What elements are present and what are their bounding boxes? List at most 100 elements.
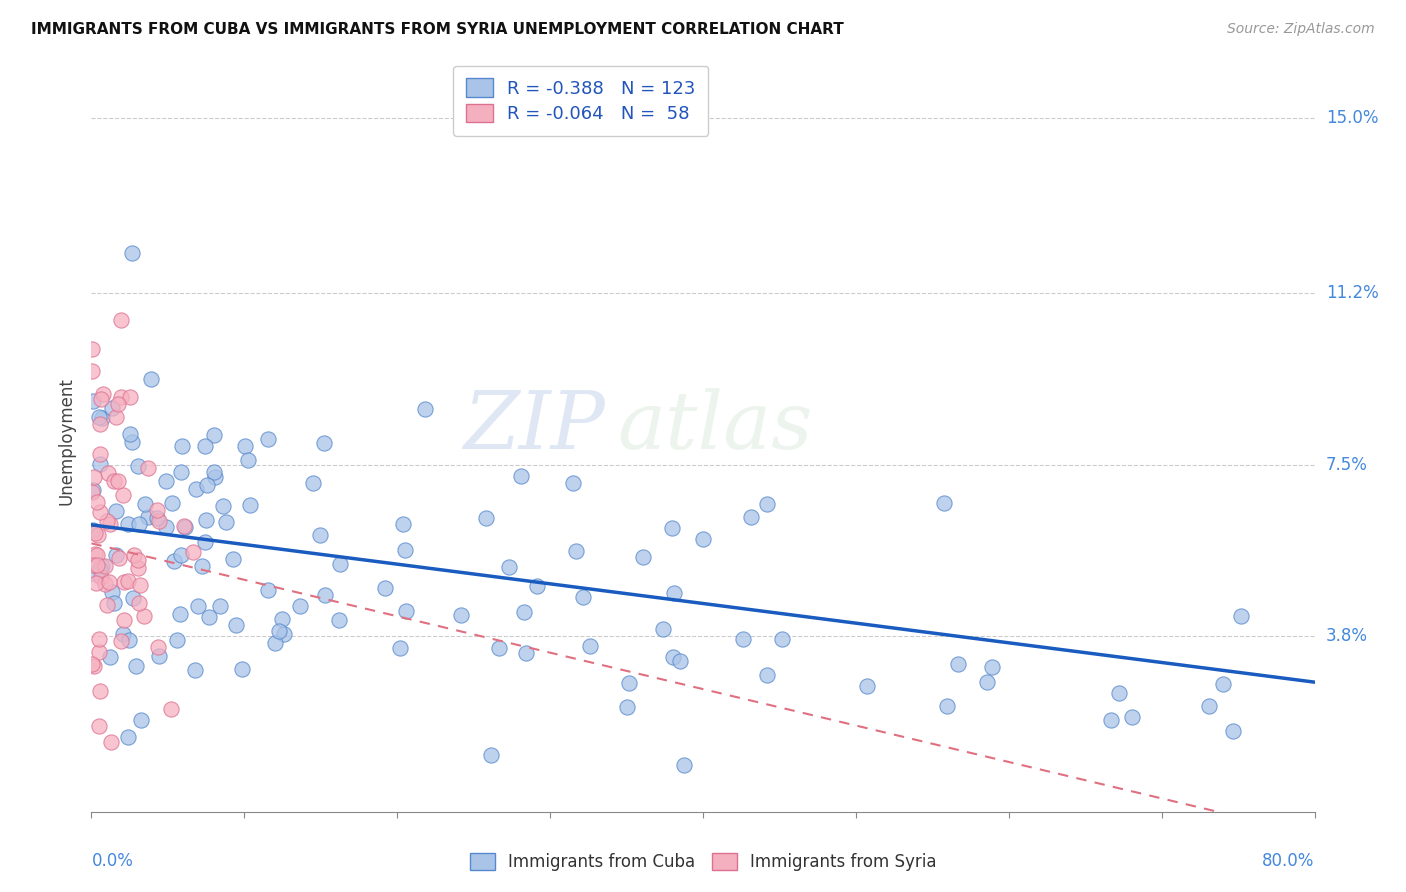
Point bbox=[112, 488, 135, 502]
Point bbox=[117, 730, 139, 744]
Point bbox=[661, 521, 683, 535]
Point bbox=[89, 632, 111, 647]
Point bbox=[692, 533, 714, 547]
Point bbox=[146, 502, 169, 516]
Point bbox=[498, 560, 520, 574]
Point bbox=[389, 641, 412, 656]
Point bbox=[329, 557, 352, 571]
Point bbox=[173, 518, 195, 533]
Point bbox=[94, 577, 117, 591]
Point bbox=[82, 485, 104, 500]
Point bbox=[1121, 710, 1143, 724]
Point bbox=[89, 562, 111, 576]
Point bbox=[579, 639, 602, 653]
Point bbox=[169, 548, 191, 562]
Point bbox=[89, 417, 111, 431]
Point bbox=[96, 515, 118, 529]
Point bbox=[129, 578, 152, 592]
Point bbox=[89, 447, 111, 461]
Point bbox=[413, 402, 436, 417]
Point bbox=[91, 410, 114, 425]
Point bbox=[221, 552, 243, 566]
Point bbox=[515, 646, 537, 660]
Point bbox=[269, 624, 291, 638]
Point bbox=[122, 548, 145, 562]
Point bbox=[82, 363, 104, 377]
Point bbox=[97, 575, 120, 590]
Point bbox=[155, 519, 177, 533]
Point bbox=[257, 583, 280, 598]
Point bbox=[101, 401, 124, 415]
Point bbox=[127, 458, 149, 473]
Text: Source: ZipAtlas.com: Source: ZipAtlas.com bbox=[1227, 22, 1375, 37]
Point bbox=[450, 607, 472, 622]
Point bbox=[104, 410, 127, 425]
Point bbox=[980, 660, 1002, 674]
Point bbox=[651, 622, 673, 636]
Point bbox=[122, 591, 145, 606]
Point bbox=[132, 609, 155, 624]
Point bbox=[89, 505, 111, 519]
Point bbox=[87, 645, 110, 659]
Point bbox=[91, 386, 114, 401]
Point bbox=[225, 618, 247, 632]
Point bbox=[308, 528, 330, 542]
Point bbox=[202, 466, 225, 480]
Point bbox=[312, 436, 335, 450]
Point bbox=[633, 549, 655, 564]
Point bbox=[273, 626, 295, 640]
Point bbox=[513, 605, 536, 619]
Point bbox=[82, 394, 104, 409]
Point bbox=[208, 599, 231, 614]
Point bbox=[89, 684, 111, 698]
Point bbox=[202, 427, 225, 442]
Point bbox=[187, 599, 209, 613]
Point bbox=[138, 510, 160, 524]
Point bbox=[87, 719, 110, 733]
Y-axis label: Unemployment: Unemployment bbox=[58, 377, 76, 506]
Point bbox=[195, 513, 218, 527]
Point bbox=[83, 526, 105, 541]
Point bbox=[932, 496, 955, 510]
Point bbox=[89, 457, 111, 471]
Point bbox=[204, 469, 226, 483]
Point bbox=[82, 657, 104, 671]
Point bbox=[110, 313, 132, 327]
Point bbox=[755, 668, 778, 682]
Point bbox=[112, 613, 135, 627]
Point bbox=[197, 610, 219, 624]
Point bbox=[98, 516, 121, 531]
Point bbox=[121, 435, 143, 450]
Point bbox=[233, 439, 256, 453]
Point bbox=[936, 699, 959, 714]
Point bbox=[976, 675, 998, 690]
Point bbox=[169, 607, 191, 621]
Point bbox=[141, 372, 163, 386]
Point bbox=[571, 590, 593, 604]
Point bbox=[374, 582, 396, 596]
Point bbox=[84, 547, 107, 561]
Point bbox=[160, 496, 183, 510]
Point bbox=[120, 427, 142, 442]
Point bbox=[94, 559, 117, 574]
Point bbox=[127, 561, 149, 575]
Point bbox=[166, 632, 188, 647]
Point bbox=[107, 397, 129, 411]
Point bbox=[121, 246, 143, 260]
Point bbox=[238, 499, 260, 513]
Point bbox=[159, 702, 181, 716]
Point bbox=[194, 439, 217, 453]
Point bbox=[103, 474, 125, 488]
Point bbox=[146, 511, 169, 525]
Point bbox=[163, 553, 186, 567]
Point bbox=[96, 598, 118, 612]
Point bbox=[770, 632, 793, 646]
Point bbox=[1230, 609, 1253, 624]
Text: 80.0%: 80.0% bbox=[1263, 853, 1315, 871]
Point bbox=[112, 574, 135, 589]
Point bbox=[118, 390, 141, 404]
Point bbox=[264, 636, 287, 650]
Point bbox=[127, 553, 149, 567]
Point bbox=[103, 596, 125, 610]
Point bbox=[148, 640, 170, 655]
